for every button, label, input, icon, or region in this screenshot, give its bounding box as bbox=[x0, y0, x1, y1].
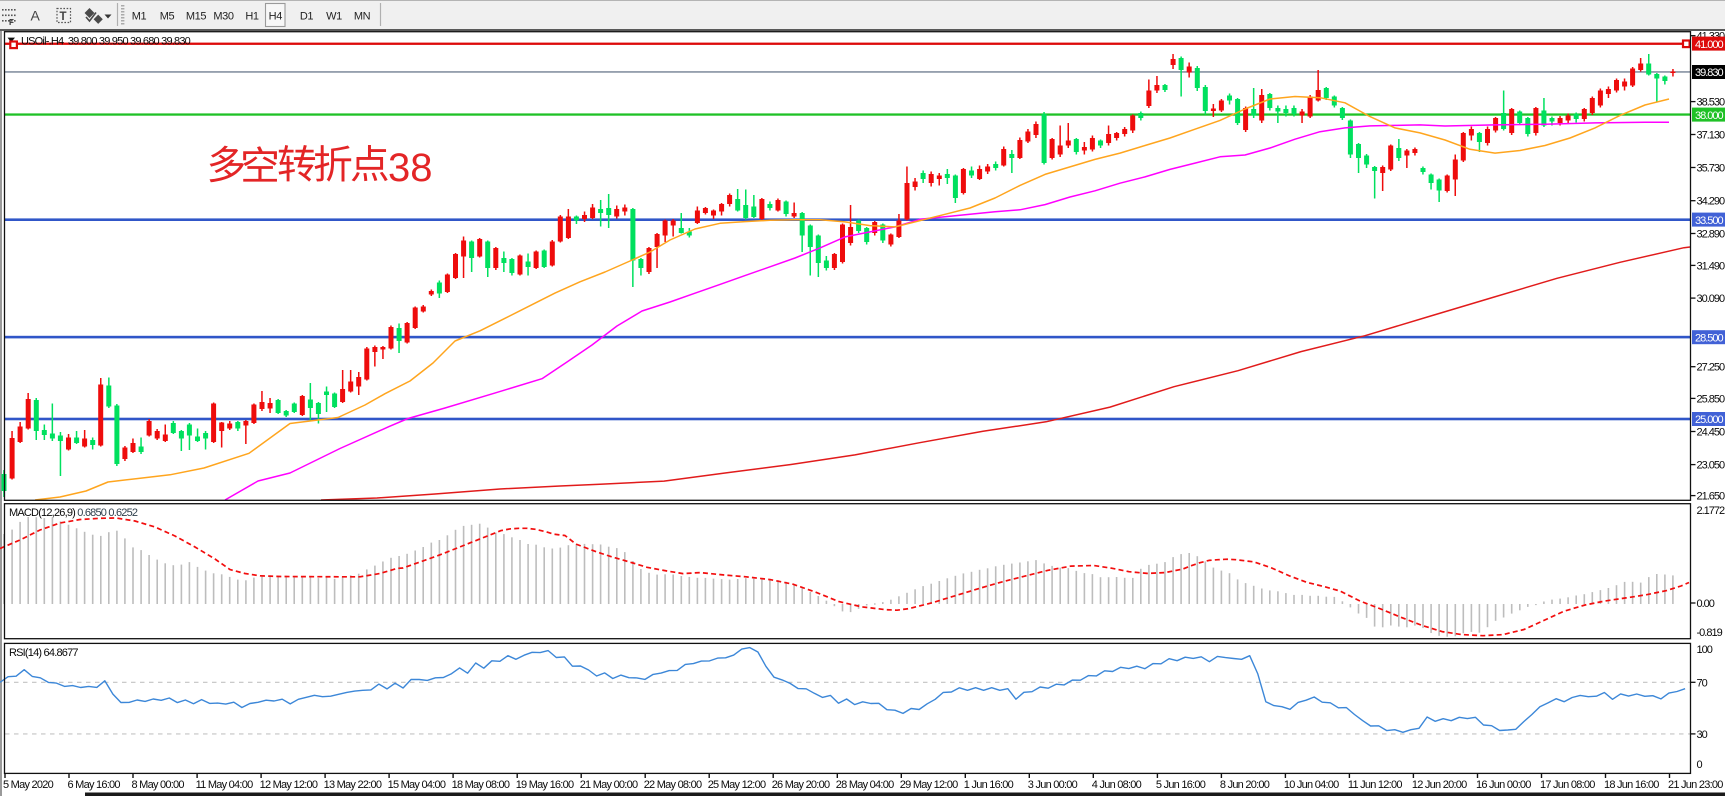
svg-text:M5: M5 bbox=[160, 11, 175, 23]
svg-text:1 Jun 16:00: 1 Jun 16:00 bbox=[964, 779, 1014, 791]
svg-text:21.650: 21.650 bbox=[1697, 491, 1725, 503]
svg-text:12 May 12:00: 12 May 12:00 bbox=[260, 779, 318, 791]
svg-text:4 Jun 08:00: 4 Jun 08:00 bbox=[1092, 779, 1142, 791]
svg-text:37.130: 37.130 bbox=[1697, 130, 1725, 142]
svg-text:21 Jun 23:00: 21 Jun 23:00 bbox=[1668, 779, 1723, 791]
svg-text:34.290: 34.290 bbox=[1697, 196, 1725, 208]
svg-text:MACD(12,26,9) 0.6850 0.6252: MACD(12,26,9) 0.6850 0.6252 bbox=[9, 507, 138, 519]
svg-text:8 May 00:00: 8 May 00:00 bbox=[132, 779, 185, 791]
svg-text:38.530: 38.530 bbox=[1697, 97, 1725, 109]
svg-text:35.730: 35.730 bbox=[1697, 163, 1725, 175]
svg-text:22 May 08:00: 22 May 08:00 bbox=[644, 779, 702, 791]
svg-text:70: 70 bbox=[1697, 677, 1708, 689]
svg-text:41.000: 41.000 bbox=[1695, 39, 1724, 51]
svg-text:18 May 08:00: 18 May 08:00 bbox=[452, 779, 510, 791]
svg-text:8 Jun 20:00: 8 Jun 20:00 bbox=[1220, 779, 1270, 791]
svg-text:D1: D1 bbox=[300, 11, 314, 23]
svg-text:16 Jun 00:00: 16 Jun 00:00 bbox=[1476, 779, 1531, 791]
svg-text:M1: M1 bbox=[132, 11, 147, 23]
svg-text:28 May 04:00: 28 May 04:00 bbox=[836, 779, 894, 791]
svg-text:38: 38 bbox=[388, 146, 433, 190]
svg-text:21 May 00:00: 21 May 00:00 bbox=[580, 779, 638, 791]
svg-text:32.890: 32.890 bbox=[1697, 229, 1725, 241]
svg-text:30: 30 bbox=[1697, 729, 1708, 741]
svg-text:18 Jun 16:00: 18 Jun 16:00 bbox=[1604, 779, 1659, 791]
svg-text:M15: M15 bbox=[186, 11, 206, 23]
svg-text:25.000: 25.000 bbox=[1695, 414, 1724, 426]
svg-text:3 Jun 00:00: 3 Jun 00:00 bbox=[1028, 779, 1078, 791]
svg-text:2.1772: 2.1772 bbox=[1697, 505, 1725, 517]
svg-text:25.850: 25.850 bbox=[1697, 393, 1725, 405]
svg-text:F: F bbox=[9, 18, 14, 27]
svg-text:T: T bbox=[60, 11, 67, 23]
svg-text:0.00: 0.00 bbox=[1697, 598, 1715, 610]
svg-text:33.500: 33.500 bbox=[1695, 215, 1724, 227]
svg-text:A: A bbox=[31, 8, 41, 24]
svg-text:12 Jun 20:00: 12 Jun 20:00 bbox=[1412, 779, 1467, 791]
svg-text:19 May 16:00: 19 May 16:00 bbox=[516, 779, 574, 791]
svg-text:31.490: 31.490 bbox=[1697, 260, 1725, 272]
svg-text:W1: W1 bbox=[326, 11, 342, 23]
svg-text:27.250: 27.250 bbox=[1697, 362, 1725, 374]
svg-text:5 Jun 16:00: 5 Jun 16:00 bbox=[1156, 779, 1206, 791]
svg-text:100: 100 bbox=[1697, 644, 1713, 656]
svg-text:39.830: 39.830 bbox=[1695, 67, 1724, 79]
svg-text:24.450: 24.450 bbox=[1697, 427, 1725, 439]
svg-text:0: 0 bbox=[1697, 759, 1703, 771]
svg-text:H4: H4 bbox=[269, 11, 283, 23]
svg-text:11 May 04:00: 11 May 04:00 bbox=[196, 779, 253, 791]
svg-text:28.500: 28.500 bbox=[1695, 332, 1724, 344]
svg-text:29 May 12:00: 29 May 12:00 bbox=[900, 779, 958, 791]
svg-text:H1: H1 bbox=[245, 11, 259, 23]
svg-text:M30: M30 bbox=[213, 11, 233, 23]
svg-text:MN: MN bbox=[354, 11, 371, 23]
svg-text:23.050: 23.050 bbox=[1697, 460, 1725, 472]
svg-text:USOil-.H4 39.800 39.950 39.68: USOil-.H4 39.800 39.950 39.680 39.830 bbox=[21, 35, 191, 47]
svg-text:13 May 22:00: 13 May 22:00 bbox=[324, 779, 382, 791]
svg-text:6 May 16:00: 6 May 16:00 bbox=[68, 779, 121, 791]
svg-text:10 Jun 04:00: 10 Jun 04:00 bbox=[1284, 779, 1339, 791]
svg-text:-0.819: -0.819 bbox=[1697, 627, 1723, 639]
svg-text:RSI(14) 64.8677: RSI(14) 64.8677 bbox=[9, 647, 78, 659]
svg-text:38.000: 38.000 bbox=[1695, 110, 1724, 122]
svg-text:15 May 04:00: 15 May 04:00 bbox=[388, 779, 446, 791]
svg-text:30.090: 30.090 bbox=[1697, 293, 1725, 305]
svg-text:5 May 2020: 5 May 2020 bbox=[3, 779, 54, 791]
svg-text:26 May 20:00: 26 May 20:00 bbox=[772, 779, 830, 791]
svg-text:17 Jun 08:00: 17 Jun 08:00 bbox=[1540, 779, 1595, 791]
svg-text:11 Jun 12:00: 11 Jun 12:00 bbox=[1348, 779, 1402, 791]
svg-text:25 May 12:00: 25 May 12:00 bbox=[708, 779, 766, 791]
